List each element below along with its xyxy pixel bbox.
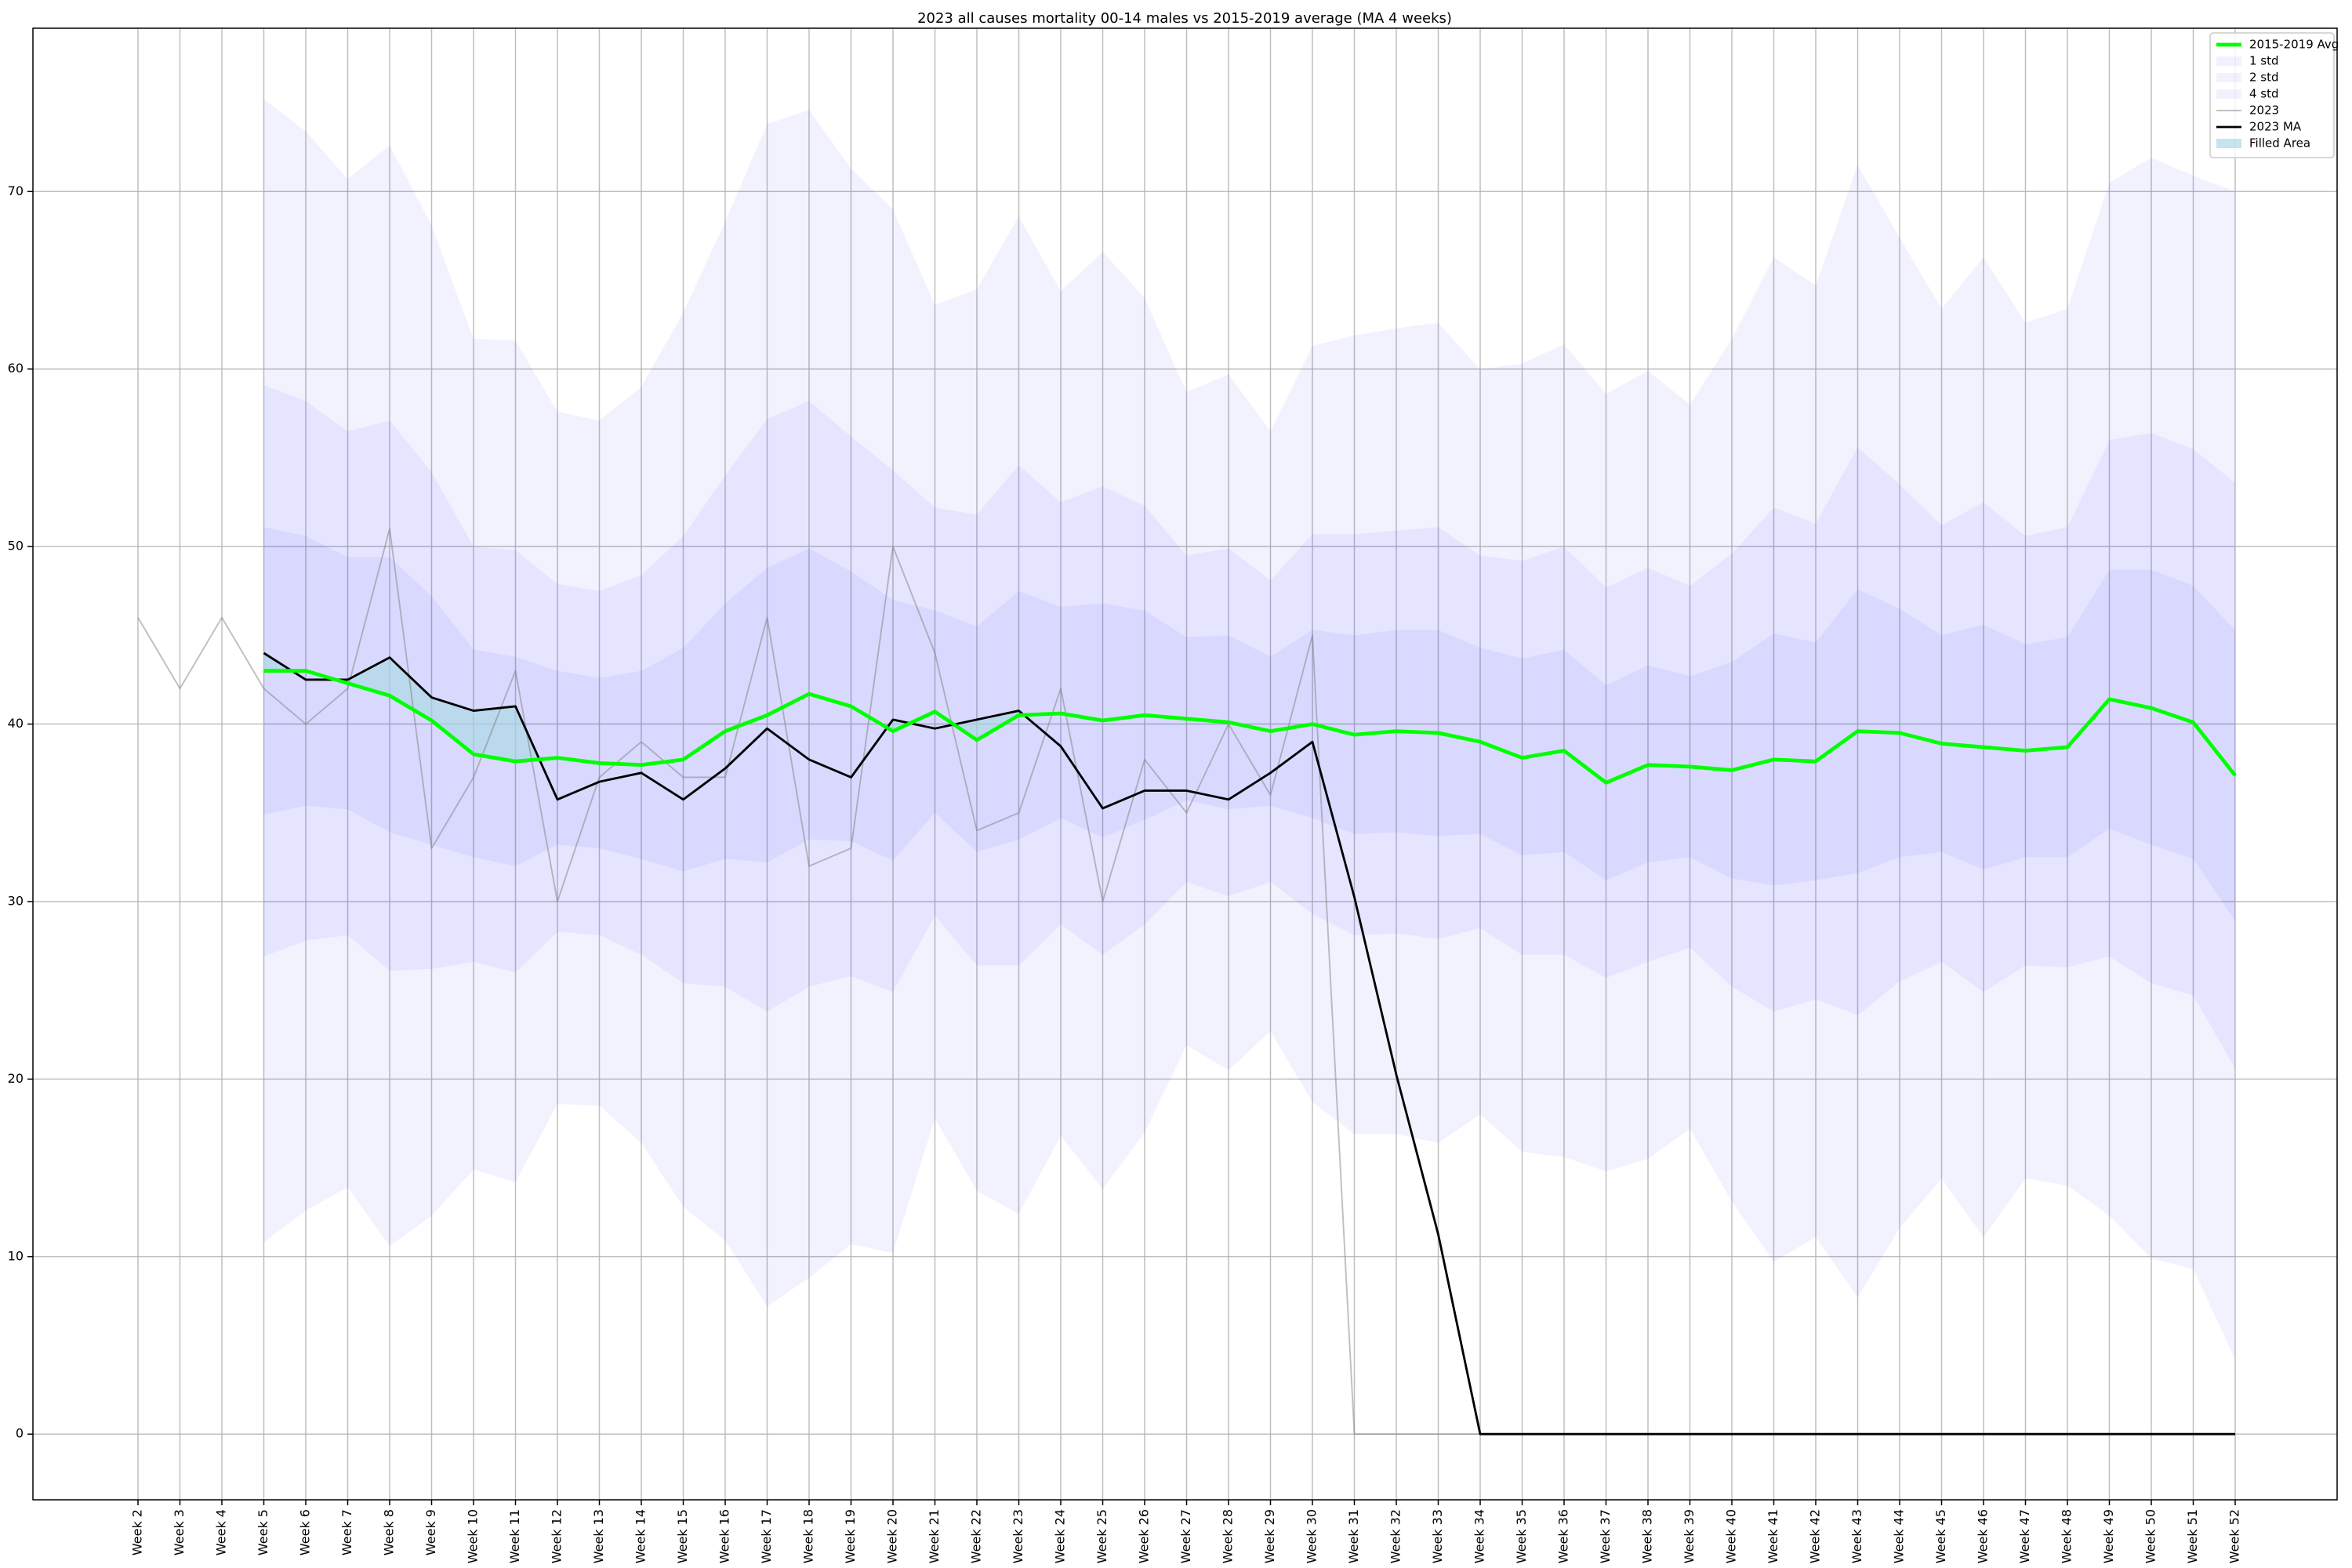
x-tick-label: Week 51 — [2185, 1509, 2200, 1563]
legend-patch — [2216, 139, 2241, 148]
x-tick-label: Week 22 — [969, 1509, 984, 1563]
legend-label: 1 std — [2249, 54, 2279, 68]
x-tick-label: Week 34 — [1472, 1509, 1487, 1563]
x-tick-label: Week 6 — [298, 1509, 313, 1555]
legend-label: Filled Area — [2249, 136, 2310, 151]
x-tick-label: Week 35 — [1514, 1509, 1529, 1563]
x-tick-label: Week 26 — [1137, 1509, 1152, 1563]
series-line — [263, 652, 2235, 1436]
x-tick-label: Week 15 — [675, 1509, 690, 1563]
x-tick-label: Week 7 — [339, 1509, 354, 1555]
x-tick-label: Week 18 — [801, 1509, 816, 1563]
x-tick-label: Week 23 — [1011, 1509, 1025, 1563]
x-tick-label: Week 9 — [423, 1509, 438, 1555]
x-tick-label: Week 4 — [214, 1509, 229, 1555]
x-tick-label: Week 40 — [1724, 1509, 1739, 1563]
x-tick-label: Week 11 — [507, 1509, 522, 1563]
x-tick-label: Week 5 — [256, 1509, 270, 1555]
x-tick-label: Week 42 — [1808, 1509, 1823, 1563]
x-tick-label: Week 2 — [130, 1509, 145, 1555]
x-tick-label: Week 16 — [717, 1509, 732, 1563]
x-tick-label: Week 10 — [466, 1509, 481, 1563]
x-tick-label: Week 41 — [1766, 1509, 1780, 1563]
x-tick-label: Week 14 — [633, 1509, 648, 1563]
legend-label: 2 std — [2249, 71, 2279, 85]
x-tick-label: Week 20 — [885, 1509, 900, 1563]
y-tick-label: 40 — [8, 716, 24, 731]
y-tick-label: 60 — [8, 361, 24, 376]
legend-patch — [2216, 73, 2241, 82]
x-tick-label: Week 32 — [1388, 1509, 1403, 1563]
x-tick-label: Week 28 — [1221, 1509, 1236, 1563]
y-tick-label: 10 — [8, 1248, 24, 1263]
x-tick-label: Week 31 — [1346, 1509, 1361, 1563]
x-tick-label: Week 27 — [1178, 1509, 1193, 1563]
x-tick-label: Week 13 — [591, 1509, 606, 1563]
x-tick-label: Week 39 — [1682, 1509, 1697, 1563]
x-tick-label: Week 19 — [843, 1509, 858, 1563]
y-tick-label: 50 — [8, 539, 24, 554]
x-tick-label: Week 47 — [2017, 1509, 2032, 1563]
x-tick-label: Week 50 — [2143, 1509, 2158, 1563]
chart-title: 2023 all causes mortality 00-14 males vs… — [917, 10, 1452, 27]
y-tick-label: 70 — [8, 183, 24, 198]
legend-label: 2015-2019 Avg — [2249, 38, 2339, 52]
x-tick-label: Week 52 — [2227, 1509, 2242, 1563]
y-tick-label: 30 — [8, 893, 24, 908]
x-tick-label: Week 48 — [2060, 1509, 2074, 1563]
x-tick-label: Week 33 — [1430, 1509, 1445, 1563]
y-tick-label: 0 — [16, 1426, 24, 1441]
legend-label: 2023 MA — [2249, 120, 2302, 134]
std-band — [263, 527, 2235, 921]
series-line — [263, 669, 2237, 785]
legend-patch — [2216, 89, 2241, 99]
legend-label: 4 std — [2249, 87, 2279, 101]
legend-label: 2023 — [2249, 103, 2279, 118]
x-tick-label: Week 44 — [1892, 1509, 1907, 1563]
std-band — [263, 99, 2235, 1360]
x-tick-label: Week 30 — [1305, 1509, 1319, 1563]
x-tick-label: Week 37 — [1598, 1509, 1613, 1563]
x-tick-label: Week 46 — [1976, 1509, 1991, 1563]
x-tick-label: Week 38 — [1640, 1509, 1655, 1563]
y-tick-label: 20 — [8, 1071, 24, 1086]
x-tick-label: Week 43 — [1849, 1509, 1864, 1563]
x-tick-label: Week 12 — [550, 1509, 564, 1563]
x-tick-label: Week 45 — [1933, 1509, 1948, 1563]
legend-patch — [2216, 56, 2241, 66]
x-tick-label: Week 29 — [1262, 1509, 1277, 1563]
x-tick-label: Week 36 — [1556, 1509, 1571, 1563]
x-tick-label: Week 24 — [1053, 1509, 1068, 1563]
x-tick-label: Week 3 — [172, 1509, 187, 1555]
x-tick-label: Week 49 — [2101, 1509, 2116, 1563]
x-tick-label: Week 17 — [759, 1509, 774, 1563]
x-tick-label: Week 21 — [927, 1509, 942, 1563]
x-tick-label: Week 25 — [1094, 1509, 1109, 1563]
x-tick-label: Week 8 — [382, 1509, 397, 1555]
plot-frame — [32, 27, 2338, 1501]
